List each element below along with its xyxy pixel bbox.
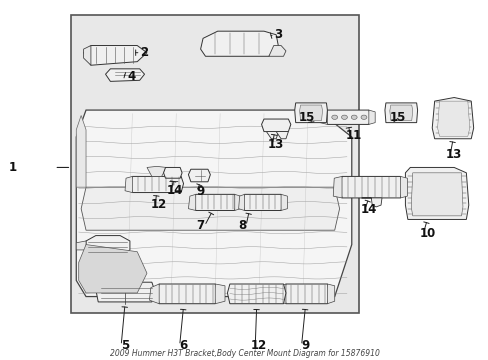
Text: 9: 9 [196, 185, 204, 198]
Polygon shape [325, 110, 370, 125]
Polygon shape [130, 176, 183, 193]
Text: 12: 12 [250, 339, 267, 352]
Circle shape [360, 115, 366, 120]
Text: 2009 Hummer H3T Bracket,Body Center Mount Diagram for 15876910: 2009 Hummer H3T Bracket,Body Center Moun… [109, 349, 379, 358]
Polygon shape [234, 194, 240, 211]
Polygon shape [83, 45, 147, 65]
Text: 11: 11 [346, 129, 362, 143]
Polygon shape [268, 45, 285, 56]
Polygon shape [361, 198, 381, 207]
Text: 7: 7 [196, 219, 204, 233]
Polygon shape [368, 110, 374, 125]
Text: 2: 2 [140, 46, 148, 59]
Polygon shape [299, 105, 322, 121]
Polygon shape [125, 176, 132, 193]
Polygon shape [339, 176, 402, 198]
Polygon shape [389, 105, 412, 121]
Polygon shape [163, 167, 182, 178]
Polygon shape [410, 173, 462, 216]
Polygon shape [238, 194, 244, 211]
Polygon shape [405, 167, 468, 220]
Polygon shape [147, 166, 166, 176]
Polygon shape [193, 194, 237, 211]
Text: 14: 14 [360, 203, 376, 216]
Polygon shape [81, 187, 339, 230]
Polygon shape [437, 101, 469, 136]
Polygon shape [320, 110, 327, 125]
Polygon shape [242, 194, 283, 211]
Polygon shape [266, 132, 278, 139]
Text: 14: 14 [167, 184, 183, 197]
Polygon shape [200, 31, 278, 56]
Circle shape [341, 115, 346, 120]
Polygon shape [400, 176, 407, 198]
Circle shape [350, 115, 356, 120]
Text: 12: 12 [151, 198, 167, 211]
Polygon shape [332, 176, 341, 198]
Text: 4: 4 [127, 69, 135, 82]
Bar [71, 15, 358, 313]
Polygon shape [76, 241, 86, 250]
Polygon shape [277, 284, 285, 304]
Text: 15: 15 [298, 112, 314, 125]
Polygon shape [431, 98, 473, 139]
Polygon shape [79, 244, 147, 293]
Polygon shape [96, 282, 154, 302]
Polygon shape [105, 69, 144, 81]
Polygon shape [384, 103, 417, 123]
Polygon shape [227, 284, 285, 304]
Polygon shape [276, 132, 288, 139]
Polygon shape [149, 284, 159, 304]
Text: 10: 10 [418, 226, 435, 239]
Polygon shape [215, 284, 224, 304]
Polygon shape [261, 119, 290, 132]
Polygon shape [188, 169, 210, 182]
Circle shape [331, 115, 337, 120]
Polygon shape [283, 284, 329, 304]
Text: 6: 6 [179, 339, 187, 352]
Text: 13: 13 [267, 138, 284, 151]
Polygon shape [294, 103, 327, 123]
Polygon shape [83, 45, 91, 65]
Polygon shape [86, 235, 130, 257]
Polygon shape [281, 194, 287, 211]
Text: 5: 5 [121, 339, 129, 352]
Polygon shape [188, 194, 195, 211]
Polygon shape [157, 284, 217, 304]
Text: 8: 8 [238, 219, 245, 233]
Polygon shape [76, 116, 86, 187]
Text: 1: 1 [9, 161, 17, 174]
Polygon shape [327, 284, 334, 304]
Polygon shape [76, 110, 351, 297]
Text: 9: 9 [301, 339, 309, 352]
Text: 15: 15 [389, 112, 406, 125]
Text: 3: 3 [274, 28, 282, 41]
Text: 13: 13 [445, 148, 461, 161]
